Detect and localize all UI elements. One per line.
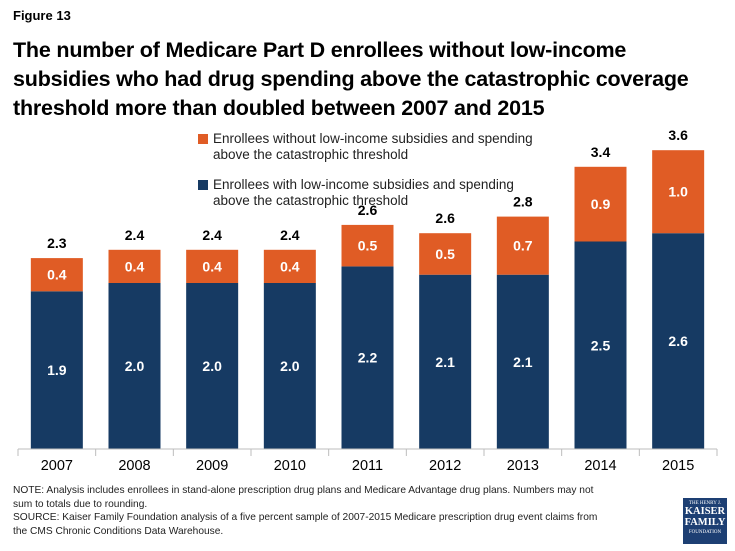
logo-line: THE HENRY J. [688,501,722,506]
legend-swatch-without-lis [198,134,208,144]
x-tick-label: 2010 [274,458,306,474]
bar-segment-with-lis [419,274,472,449]
data-label-without-lis: 0.4 [125,258,145,274]
note-line: NOTE: Analysis includes enrollees in sta… [13,485,594,496]
data-label-without-lis: 0.5 [435,246,455,262]
bar-segment-without-lis [496,216,549,275]
chart-title: The number of Medicare Part D enrollees … [13,38,689,120]
data-label-total: 2.4 [125,227,145,243]
bar-segment-without-lis [419,233,472,275]
bar-segment-without-lis [263,249,316,283]
bar-segment-with-lis [341,266,394,449]
bar-segment-with-lis [574,241,627,449]
bar-segment-without-lis [108,249,161,283]
source-line: SOURCE: Kaiser Family Foundation analysi… [13,512,598,523]
x-tick-label: 2007 [41,458,73,474]
data-label-without-lis: 0.7 [513,238,533,254]
note-line: sum to totals due to rounding. [13,498,148,510]
kff-logo: THE HENRY J. KAISER FAMILY FOUNDATION [683,498,727,544]
data-label-without-lis: 1.0 [668,184,688,200]
note-source: NOTE: Analysis includes enrollees in sta… [13,484,678,538]
bar-segment-with-lis [30,291,83,449]
bar-segment-without-lis [574,166,627,242]
logo-line: FAMILY [684,516,726,528]
data-label-with-lis: 2.0 [280,358,300,374]
source-line: the CMS Chronic Conditions Data Warehous… [13,525,224,537]
bar-segment-with-lis [496,274,549,449]
data-label-with-lis: 2.0 [202,358,222,374]
data-label-with-lis: 1.9 [47,362,67,378]
legend-label-without-lis: Enrollees without low-income subsidies a… [213,131,533,162]
data-label-total: 2.6 [358,202,378,218]
data-label-with-lis: 2.1 [513,354,533,370]
data-label-total: 2.3 [47,235,67,251]
legend-item-with-lis: Enrollees with low-income subsidies and … [198,177,533,209]
data-label-without-lis: 0.4 [47,267,67,283]
bar-segment-with-lis [108,283,161,449]
legend-swatch-with-lis [198,180,208,190]
data-label-without-lis: 0.5 [358,238,378,254]
figure-label: Figure 13 [13,8,71,23]
x-tick-label: 2014 [584,458,616,474]
bar-segment-without-lis [652,150,705,234]
data-label-total: 2.4 [202,227,222,243]
x-tick-label: 2008 [118,458,150,474]
x-tick-label: 2011 [352,458,383,474]
stacked-bar-chart: 1.9 0.4 2.3 2007 2.0 0.4 2.4 2008 2.0 0.4 2.4 2009 2… [17,127,718,474]
data-label-without-lis: 0.9 [591,196,611,212]
x-tick-label: 2015 [662,458,694,474]
bar-segment-without-lis [30,258,83,292]
bar-segment-with-lis [652,233,705,449]
data-label-with-lis: 2.5 [591,337,611,353]
x-tick-label: 2009 [196,458,228,474]
bar-segment-without-lis [186,249,239,283]
data-label-without-lis: 0.4 [202,258,222,274]
data-label-with-lis: 2.6 [668,333,688,349]
data-label-without-lis: 0.4 [280,258,300,274]
bar-segment-with-lis [263,283,316,449]
bar-segment-without-lis [341,224,394,267]
data-label-total: 2.4 [280,227,300,243]
legend-label-with-lis: Enrollees with low-income subsidies and … [213,177,514,208]
data-label-with-lis: 2.0 [125,358,145,374]
data-label-total: 3.6 [668,127,688,143]
data-label-total: 3.4 [591,144,611,160]
data-label-total: 2.8 [513,194,533,210]
bar-segment-with-lis [186,283,239,449]
x-tick-label: 2013 [507,458,539,474]
data-label-total: 2.6 [435,210,455,226]
data-label-with-lis: 2.1 [435,354,455,370]
logo-line: FOUNDATION [688,530,722,535]
data-label-with-lis: 2.2 [358,350,378,366]
logo-line: KAISER [684,506,726,517]
x-tick-label: 2012 [429,458,461,474]
legend-item-without-lis: Enrollees without low-income subsidies a… [198,131,533,163]
